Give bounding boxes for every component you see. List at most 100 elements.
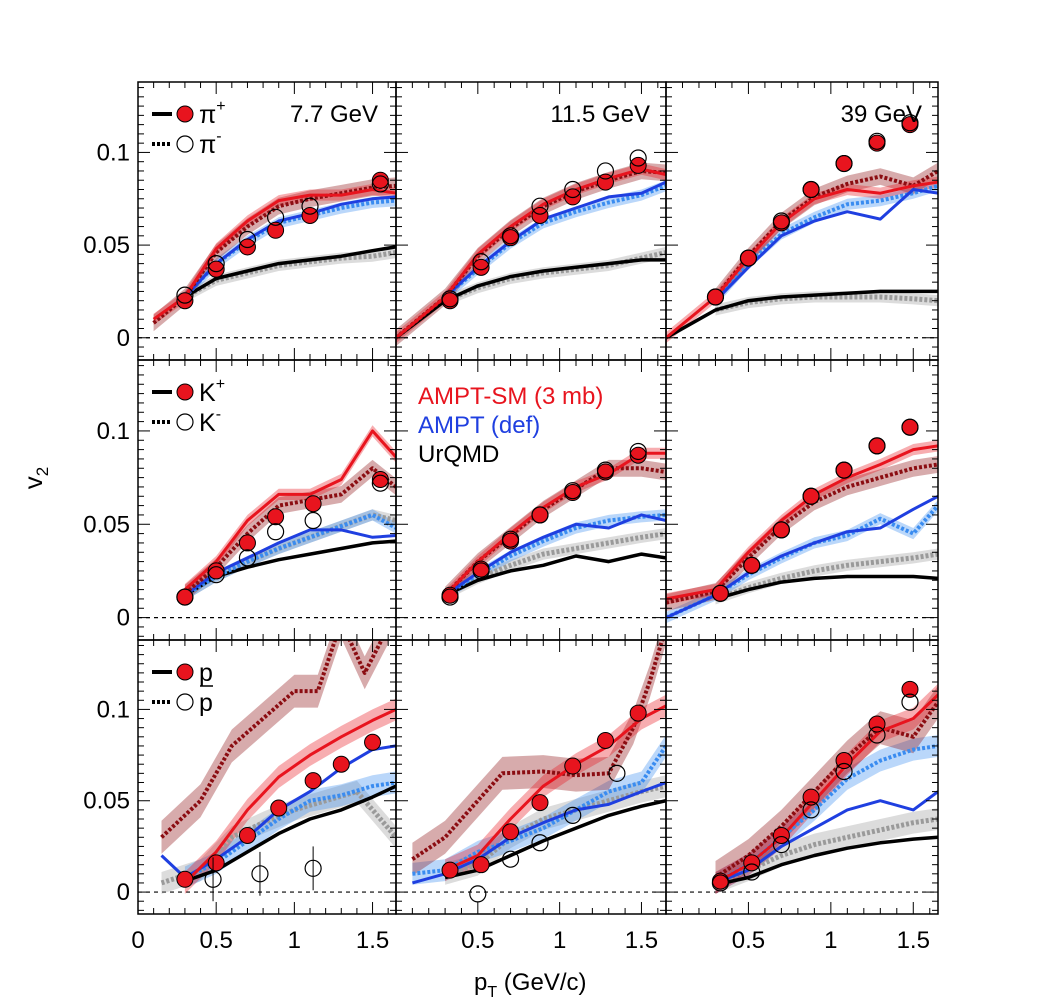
x-tick-label: 0.5	[461, 927, 494, 954]
data-point-negative	[207, 255, 225, 273]
axis-ticks	[395, 360, 666, 640]
legend-positive-label: p	[199, 659, 213, 687]
ampt-def-neg-curve	[714, 183, 938, 303]
data-point-negative	[531, 506, 549, 524]
data-point-negative	[596, 162, 615, 180]
plot-area	[666, 114, 938, 344]
panel-r2-c3	[665, 359, 939, 641]
x-tick-label: 1	[553, 927, 566, 954]
data-point-positive	[238, 534, 256, 552]
x-tick-label: 1	[824, 927, 837, 954]
data-point-positive	[207, 260, 225, 278]
data-point-negative	[207, 566, 225, 584]
ampt-def-curve	[714, 188, 938, 302]
data-point-negative	[706, 288, 725, 306]
legend-open-marker	[176, 413, 194, 431]
data-point-negative	[304, 859, 322, 877]
energy-label-7p7: 7.7 GeV	[290, 101, 378, 128]
data-point-negative	[608, 764, 626, 782]
panel-grid	[137, 81, 939, 915]
data-point-negative	[868, 132, 886, 150]
ampt-def-neg-curve	[443, 183, 666, 299]
data-point-positive	[564, 757, 582, 775]
urqmd-neg-band	[184, 246, 396, 303]
data-point-negative	[371, 474, 389, 492]
data-point-negative	[629, 149, 647, 167]
data-point-positive	[802, 788, 820, 806]
data-point-negative	[835, 461, 853, 479]
data-point-negative	[501, 530, 520, 548]
x-tick-label: 1	[288, 927, 301, 954]
legend-filled-marker	[176, 383, 194, 401]
data-point-positive	[270, 799, 288, 817]
legend-positive-label: π+	[199, 98, 226, 129]
legend-ampt-def: AMPT (def)	[418, 412, 540, 439]
panel-r3-c1	[137, 639, 397, 915]
ampt-def-neg-curve	[714, 743, 938, 885]
ampt-sm-neg-band	[715, 685, 938, 894]
panel-frame	[665, 639, 939, 915]
species-legends: π+π- K+K-pp	[152, 98, 226, 717]
data-point-positive	[629, 704, 647, 722]
ampt-sm-neg-curve	[714, 700, 938, 880]
urqmd-neg-curve	[714, 551, 938, 602]
x-axis-title-unit: (GeV/c)	[497, 969, 586, 996]
data-point-negative	[238, 549, 257, 567]
urqmd-curve	[715, 574, 938, 601]
energy-label-11p5: 11.5 GeV	[550, 101, 650, 128]
data-point-negative	[176, 286, 194, 304]
ampt-sm-curve	[396, 167, 666, 339]
ampt-sm-neg-curve	[183, 466, 396, 595]
urqmd-curve	[184, 245, 396, 299]
species-legend-row1: π+π-	[152, 98, 226, 159]
ampt-sm-neg-curve	[666, 462, 938, 605]
data-point-positive	[207, 854, 225, 872]
panel-r1-c1	[137, 81, 397, 361]
data-point-negative	[501, 227, 520, 245]
data-point-positive	[502, 823, 520, 841]
legend-filled-marker	[176, 663, 194, 681]
ampt-def-curve	[183, 195, 396, 299]
data-point-negative	[739, 249, 758, 267]
data-point-negative	[371, 175, 389, 193]
ampt-sm-neg-curve	[443, 466, 666, 597]
panel-r1-c2	[395, 81, 667, 361]
legend-positive-label: K+	[199, 376, 225, 407]
ampt-def-neg-band	[666, 500, 938, 624]
ampt-sm-neg-band	[445, 459, 666, 604]
ampt-def-neg-band	[412, 735, 666, 885]
legend-negative-label: π-	[199, 128, 222, 159]
data-point-negative	[901, 418, 919, 436]
data-point-negative	[304, 511, 322, 530]
data-point-positive	[304, 772, 322, 790]
ampt-def-neg-band	[184, 509, 396, 601]
legend-urqmd: UrQMD	[418, 441, 499, 468]
ampt-sm-band	[666, 440, 938, 605]
data-point-negative	[472, 562, 490, 580]
ampt-sm-neg-curve	[152, 183, 396, 325]
urqmd-neg-band	[445, 528, 666, 601]
species-legend-row3: pp	[152, 659, 213, 717]
legend-ampt-sm: AMPT-SM (3 mb)	[418, 383, 603, 410]
energy-label-39: 39 GeV	[841, 101, 922, 128]
plot-area	[396, 640, 666, 903]
axis-ticks	[137, 360, 396, 640]
ampt-sm-neg-band	[161, 640, 389, 854]
data-point-positive	[531, 794, 549, 812]
data-point-negative	[531, 197, 549, 215]
data-point-negative	[472, 253, 490, 271]
plot-area	[666, 680, 938, 894]
axis-ticks	[395, 82, 666, 360]
y-tick-label: 0.05	[83, 788, 130, 815]
panel-r2-c1	[137, 359, 397, 641]
y-tick-label: 0.1	[97, 696, 130, 723]
data-point-positive	[371, 171, 389, 189]
data-point-positive	[176, 870, 194, 888]
x-tick-label: 1.5	[625, 927, 658, 954]
urqmd-neg-band	[184, 509, 396, 601]
data-point-negative	[772, 212, 790, 230]
data-point-negative	[469, 885, 487, 903]
data-point-positive	[596, 731, 614, 749]
axis-ticks	[137, 640, 396, 914]
